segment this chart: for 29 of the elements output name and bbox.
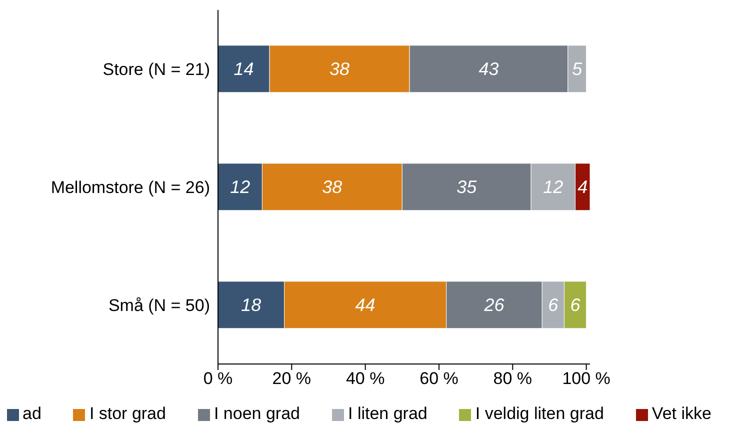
x-tick-label: 20 %	[272, 369, 312, 388]
x-tick-label: 60 %	[420, 369, 458, 388]
data-label: 6	[548, 295, 560, 316]
data-label: 44	[355, 295, 376, 316]
legend-label: I veldig liten grad	[475, 404, 604, 423]
legend-label: ad	[22, 404, 42, 423]
data-label: 12	[230, 177, 250, 198]
data-label: 38	[322, 177, 342, 198]
x-tick-label: 0 %	[203, 369, 233, 388]
data-label: 14	[234, 59, 254, 80]
data-label: 12	[543, 177, 564, 198]
y-tick-label: Store (N = 21)	[102, 60, 210, 80]
data-label: 26	[483, 295, 506, 316]
legend-label: I liten grad	[348, 404, 428, 423]
data-label: 18	[241, 295, 262, 316]
data-label: 38	[330, 59, 350, 80]
legend-label: Vet ikke	[652, 404, 712, 423]
data-label: 6	[570, 295, 582, 316]
data-label: 43	[478, 59, 499, 80]
data-label: 35	[456, 177, 478, 198]
y-tick-label: Mellomstore (N = 26)	[50, 178, 210, 198]
y-tick-label: Små (N = 50)	[108, 296, 210, 316]
x-tick-label: 100 %	[562, 369, 610, 388]
x-tick-label: 80 %	[493, 369, 532, 388]
x-tick-label: 40 %	[346, 369, 385, 388]
legend-label: I stor grad	[89, 404, 166, 423]
data-label: 5	[572, 59, 584, 80]
data-label: 4	[578, 177, 588, 198]
legend-label: I noen grad	[214, 404, 300, 423]
